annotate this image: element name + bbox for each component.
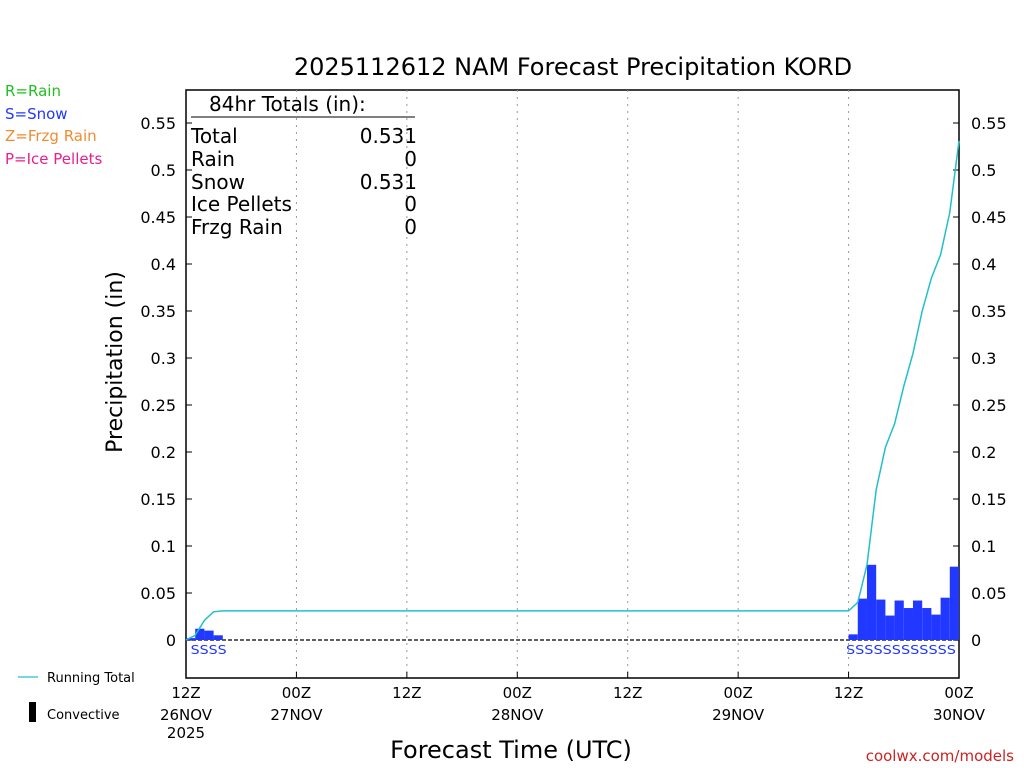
y-tick-label-right-0: 0 [971, 631, 981, 650]
precip-bar-11 [912, 600, 923, 640]
precip-bar-9 [894, 600, 904, 640]
precip-bar-15 [949, 566, 959, 640]
ptype-legend: R=Rain S=Snow Z=Frzg Rain P=Ice Pellets [5, 82, 102, 168]
precip-bar-12 [922, 608, 932, 640]
x-tick-time-1: 00Z [282, 684, 311, 702]
y-tick-label-left-8: 0.4 [151, 255, 176, 274]
totals-label-frzg-rain: Frzg Rain [191, 215, 283, 239]
y-tick-label-right-5: 0.25 [971, 396, 1007, 415]
ptype-legend-snow: S=Snow [5, 105, 68, 123]
precip-bar-13 [931, 614, 941, 640]
y-tick-label-left-9: 0.45 [140, 208, 176, 227]
y-tick-label-left-3: 0.15 [140, 490, 176, 509]
y-tick-label-right-9: 0.45 [971, 208, 1007, 227]
ptype-legend-rain: R=Rain [5, 82, 61, 100]
y-tick-label-right-8: 0.4 [971, 255, 996, 274]
x-tick-time-7: 00Z [944, 684, 973, 702]
precip-bar-0 [186, 638, 196, 640]
series-legend: Running Total Convective [18, 671, 135, 723]
ptype-legend-frzg-rain: Z=Frzg Rain [5, 127, 97, 145]
x-tick-date-5: 29NOV [712, 706, 765, 724]
y-tick-label-right-11: 0.55 [971, 114, 1007, 133]
totals-label-ice-pellets: Ice Pellets [191, 192, 292, 216]
y-tick-label-left-4: 0.2 [151, 443, 176, 462]
y-tick-label-right-4: 0.2 [971, 443, 996, 462]
y-tick-label-left-7: 0.35 [140, 302, 176, 321]
y-tick-label-right-3: 0.15 [971, 490, 1007, 509]
precip-bar-6 [866, 564, 877, 640]
chart-title: 2025112612 NAM Forecast Precipitation KO… [294, 53, 852, 81]
plot-frame [185, 89, 960, 679]
x-tick-time-5: 00Z [723, 684, 752, 702]
x-tick-time-2: 12Z [392, 684, 421, 702]
precip-bar-2 [204, 630, 214, 640]
totals-label-total: Total [190, 124, 238, 148]
y-tick-label-right-2: 0.1 [971, 537, 996, 556]
y-tick-label-left-2: 0.1 [151, 537, 176, 556]
x-tick-time-0: 12Z [171, 684, 200, 702]
totals-value-rain: 0 [404, 147, 417, 171]
y-tick-label-right-6: 0.3 [971, 349, 996, 368]
y-tick-label-left-5: 0.25 [140, 396, 176, 415]
y-tick-label-right-7: 0.35 [971, 302, 1007, 321]
y-tick-label-right-1: 0.05 [971, 584, 1007, 603]
x-tick-time-6: 12Z [834, 684, 863, 702]
running-total-legend-label: Running Total [47, 671, 135, 686]
precip-bars [186, 564, 959, 640]
x-tick-date-1: 27NOV [270, 706, 323, 724]
convective-legend-label: Convective [47, 708, 120, 723]
credit-text: coolwx.com/models [866, 747, 1014, 765]
y-axis-label: Precipitation (in) [103, 271, 128, 453]
convective-swatch [29, 702, 36, 722]
x-tick-date-7: 30NOV [933, 706, 986, 724]
totals-label-snow: Snow [191, 170, 245, 194]
running-total-line [185, 140, 960, 641]
x-gridlines [295, 90, 850, 678]
y-tick-label-left-6: 0.3 [151, 349, 176, 368]
y-tick-label-left-10: 0.5 [151, 161, 176, 180]
y-axis-left: 0 0.05 0.1 0.15 0.2 0.25 0.3 0.35 0.4 0.45 0.5 0.55 [140, 114, 192, 650]
precip-bar-7 [876, 599, 886, 640]
y-tick-label-left-0: 0 [166, 631, 176, 650]
y-tick-label-left-11: 0.55 [140, 114, 176, 133]
y-tick-label-left-1: 0.05 [140, 584, 176, 603]
totals-label-rain: Rain [191, 147, 235, 171]
precip-bar-5 [857, 598, 867, 640]
y-tick-label-right-10: 0.5 [971, 161, 996, 180]
precip-bar-10 [903, 608, 913, 640]
x-axis-label: Forecast Time (UTC) [390, 736, 632, 764]
totals-value-total: 0.531 [360, 124, 417, 148]
ptype-marker-snow-2: SSSSSSSSSSSS [846, 643, 956, 657]
x-tick-date-3: 28NOV [491, 706, 544, 724]
precip-bar-8 [885, 615, 895, 640]
totals-value-snow: 0.531 [360, 170, 417, 194]
ptype-marker-snow-1: SSSS [191, 643, 227, 657]
totals-title: 84hr Totals (in): [209, 92, 366, 116]
precip-bar-3 [213, 635, 223, 640]
totals-value-ice-pellets: 0 [404, 192, 417, 216]
precip-bar-14 [940, 597, 950, 640]
x-tick-date-0: 26NOV [160, 706, 213, 724]
ptype-legend-ice-pellets: P=Ice Pellets [5, 150, 102, 168]
x-tick-time-3: 00Z [503, 684, 532, 702]
totals-value-frzg-rain: 0 [404, 215, 417, 239]
y-axis-right: 0 0.05 0.1 0.15 0.2 0.25 0.3 0.35 0.4 0.45 0.5 0.55 [953, 114, 1007, 650]
precip-bar-4 [848, 634, 858, 640]
totals-box: 84hr Totals (in): Total 0.531 Rain 0 Sno… [190, 92, 417, 239]
x-tick-year-0: 2025 [167, 724, 205, 742]
x-tick-time-4: 12Z [613, 684, 642, 702]
precip-bar-1 [195, 628, 205, 640]
